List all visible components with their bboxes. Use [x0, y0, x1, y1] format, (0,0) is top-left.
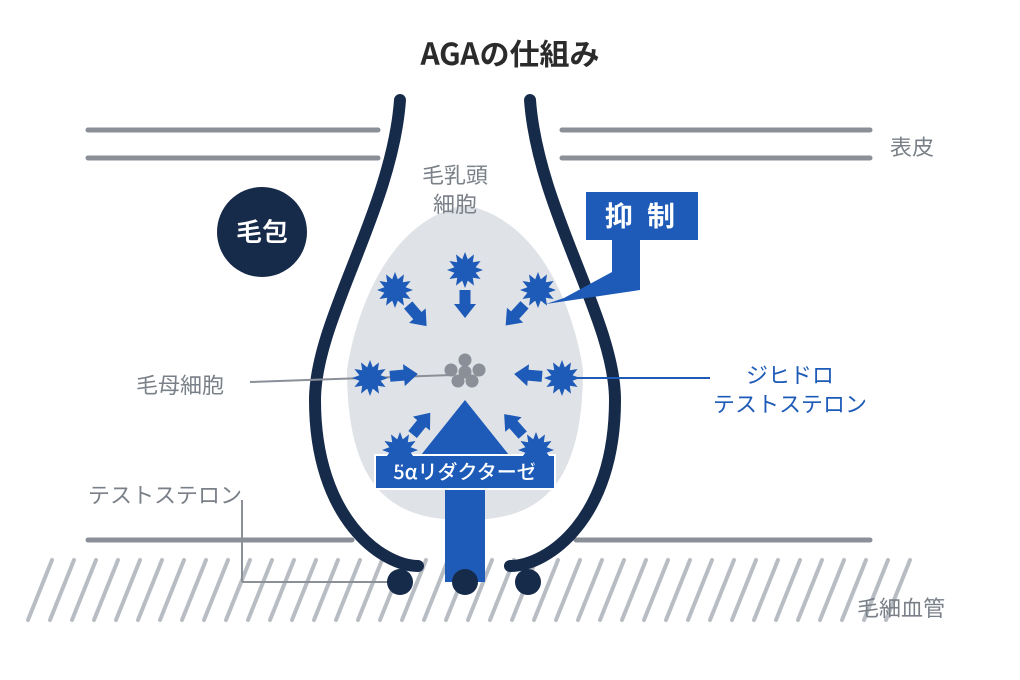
label-reductase: 5αリダクターゼ [393, 456, 536, 485]
label-testosterone: テストステロン [15, 480, 315, 509]
testosterone-dot [452, 569, 478, 595]
testosterone-dot [515, 569, 541, 595]
label-follicle: 毛包 [236, 212, 288, 249]
label-papilla: 毛乳頭 細胞 [305, 160, 605, 217]
label-epidermis: 表皮 [890, 132, 934, 161]
label-dht: ジヒドロ テストステロン [640, 360, 940, 417]
diagram-stage: AGAの仕組み 5αリダクターゼ毛包抑 制 表皮 毛細血管 毛乳頭 細胞 毛母細… [0, 0, 1020, 680]
label-inhibit: 抑 制 [605, 195, 679, 235]
testosterone-dot [387, 569, 413, 595]
diagram-canvas: 5αリダクターゼ 毛包 抑 制 [0, 0, 1020, 680]
label-capillary: 毛細血管 [857, 593, 945, 622]
label-matrixcell: 毛母細胞 [30, 370, 330, 399]
